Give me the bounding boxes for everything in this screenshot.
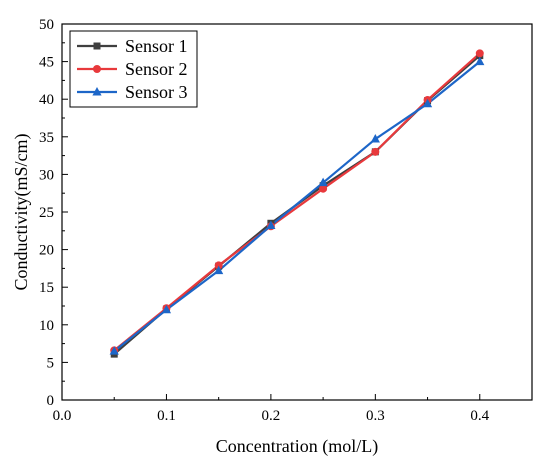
series-2-point [214,261,223,270]
x-tick-label: 0.2 [262,408,281,424]
series-3-point [109,346,119,355]
series-2-point [475,49,484,58]
x-tick-label: 0.3 [366,408,385,424]
legend: Sensor 1 Sensor 2 Sensor 3 [69,30,198,108]
y-tick-label: 35 [39,130,54,146]
series-line-3 [113,60,481,352]
series-3-point [318,177,328,187]
y-tick-label: 30 [39,167,54,183]
legend-marker-2 [93,65,101,73]
series-2-point [319,184,328,193]
series-3-point [266,220,276,230]
legend-items: Sensor 1 Sensor 2 Sensor 3 [77,36,188,102]
legend-label-1: Sensor 1 [125,36,188,56]
y-tick-label: 50 [39,17,54,33]
series-markers [109,49,485,358]
series-2-point [371,147,380,156]
series-lines [113,52,481,355]
y-tick-label: 0 [47,393,55,409]
x-tick-label: 0.4 [470,408,489,424]
legend-marker-1 [93,42,101,50]
series-3-point [475,56,485,66]
x-tick-label: 0.0 [53,408,72,424]
legend-label-2: Sensor 2 [125,59,188,79]
x-axis-label: Concentration (mol/L) [216,436,378,457]
series-3-point [370,134,380,143]
y-tick-label: 45 [39,55,54,71]
x-tick-label: 0.1 [157,408,176,424]
ticks: 0.0 0.1 0.2 0.3 0.4 0 5 10 15 20 25 30 35 40 45 50 [39,17,533,424]
y-tick-label: 5 [47,355,55,371]
y-tick-label: 15 [39,280,54,296]
series-3-point [214,265,224,275]
y-tick-label: 25 [39,205,54,221]
y-axis-label: Conductivity(mS/cm) [11,134,32,291]
y-tick-label: 40 [39,92,54,108]
y-tick-label: 10 [39,318,54,334]
legend-label-3: Sensor 3 [125,82,188,102]
series-3-point [161,304,172,314]
legend-marker-3 [92,87,102,96]
y-tick-label: 20 [39,243,54,259]
series-3-point [422,98,433,108]
